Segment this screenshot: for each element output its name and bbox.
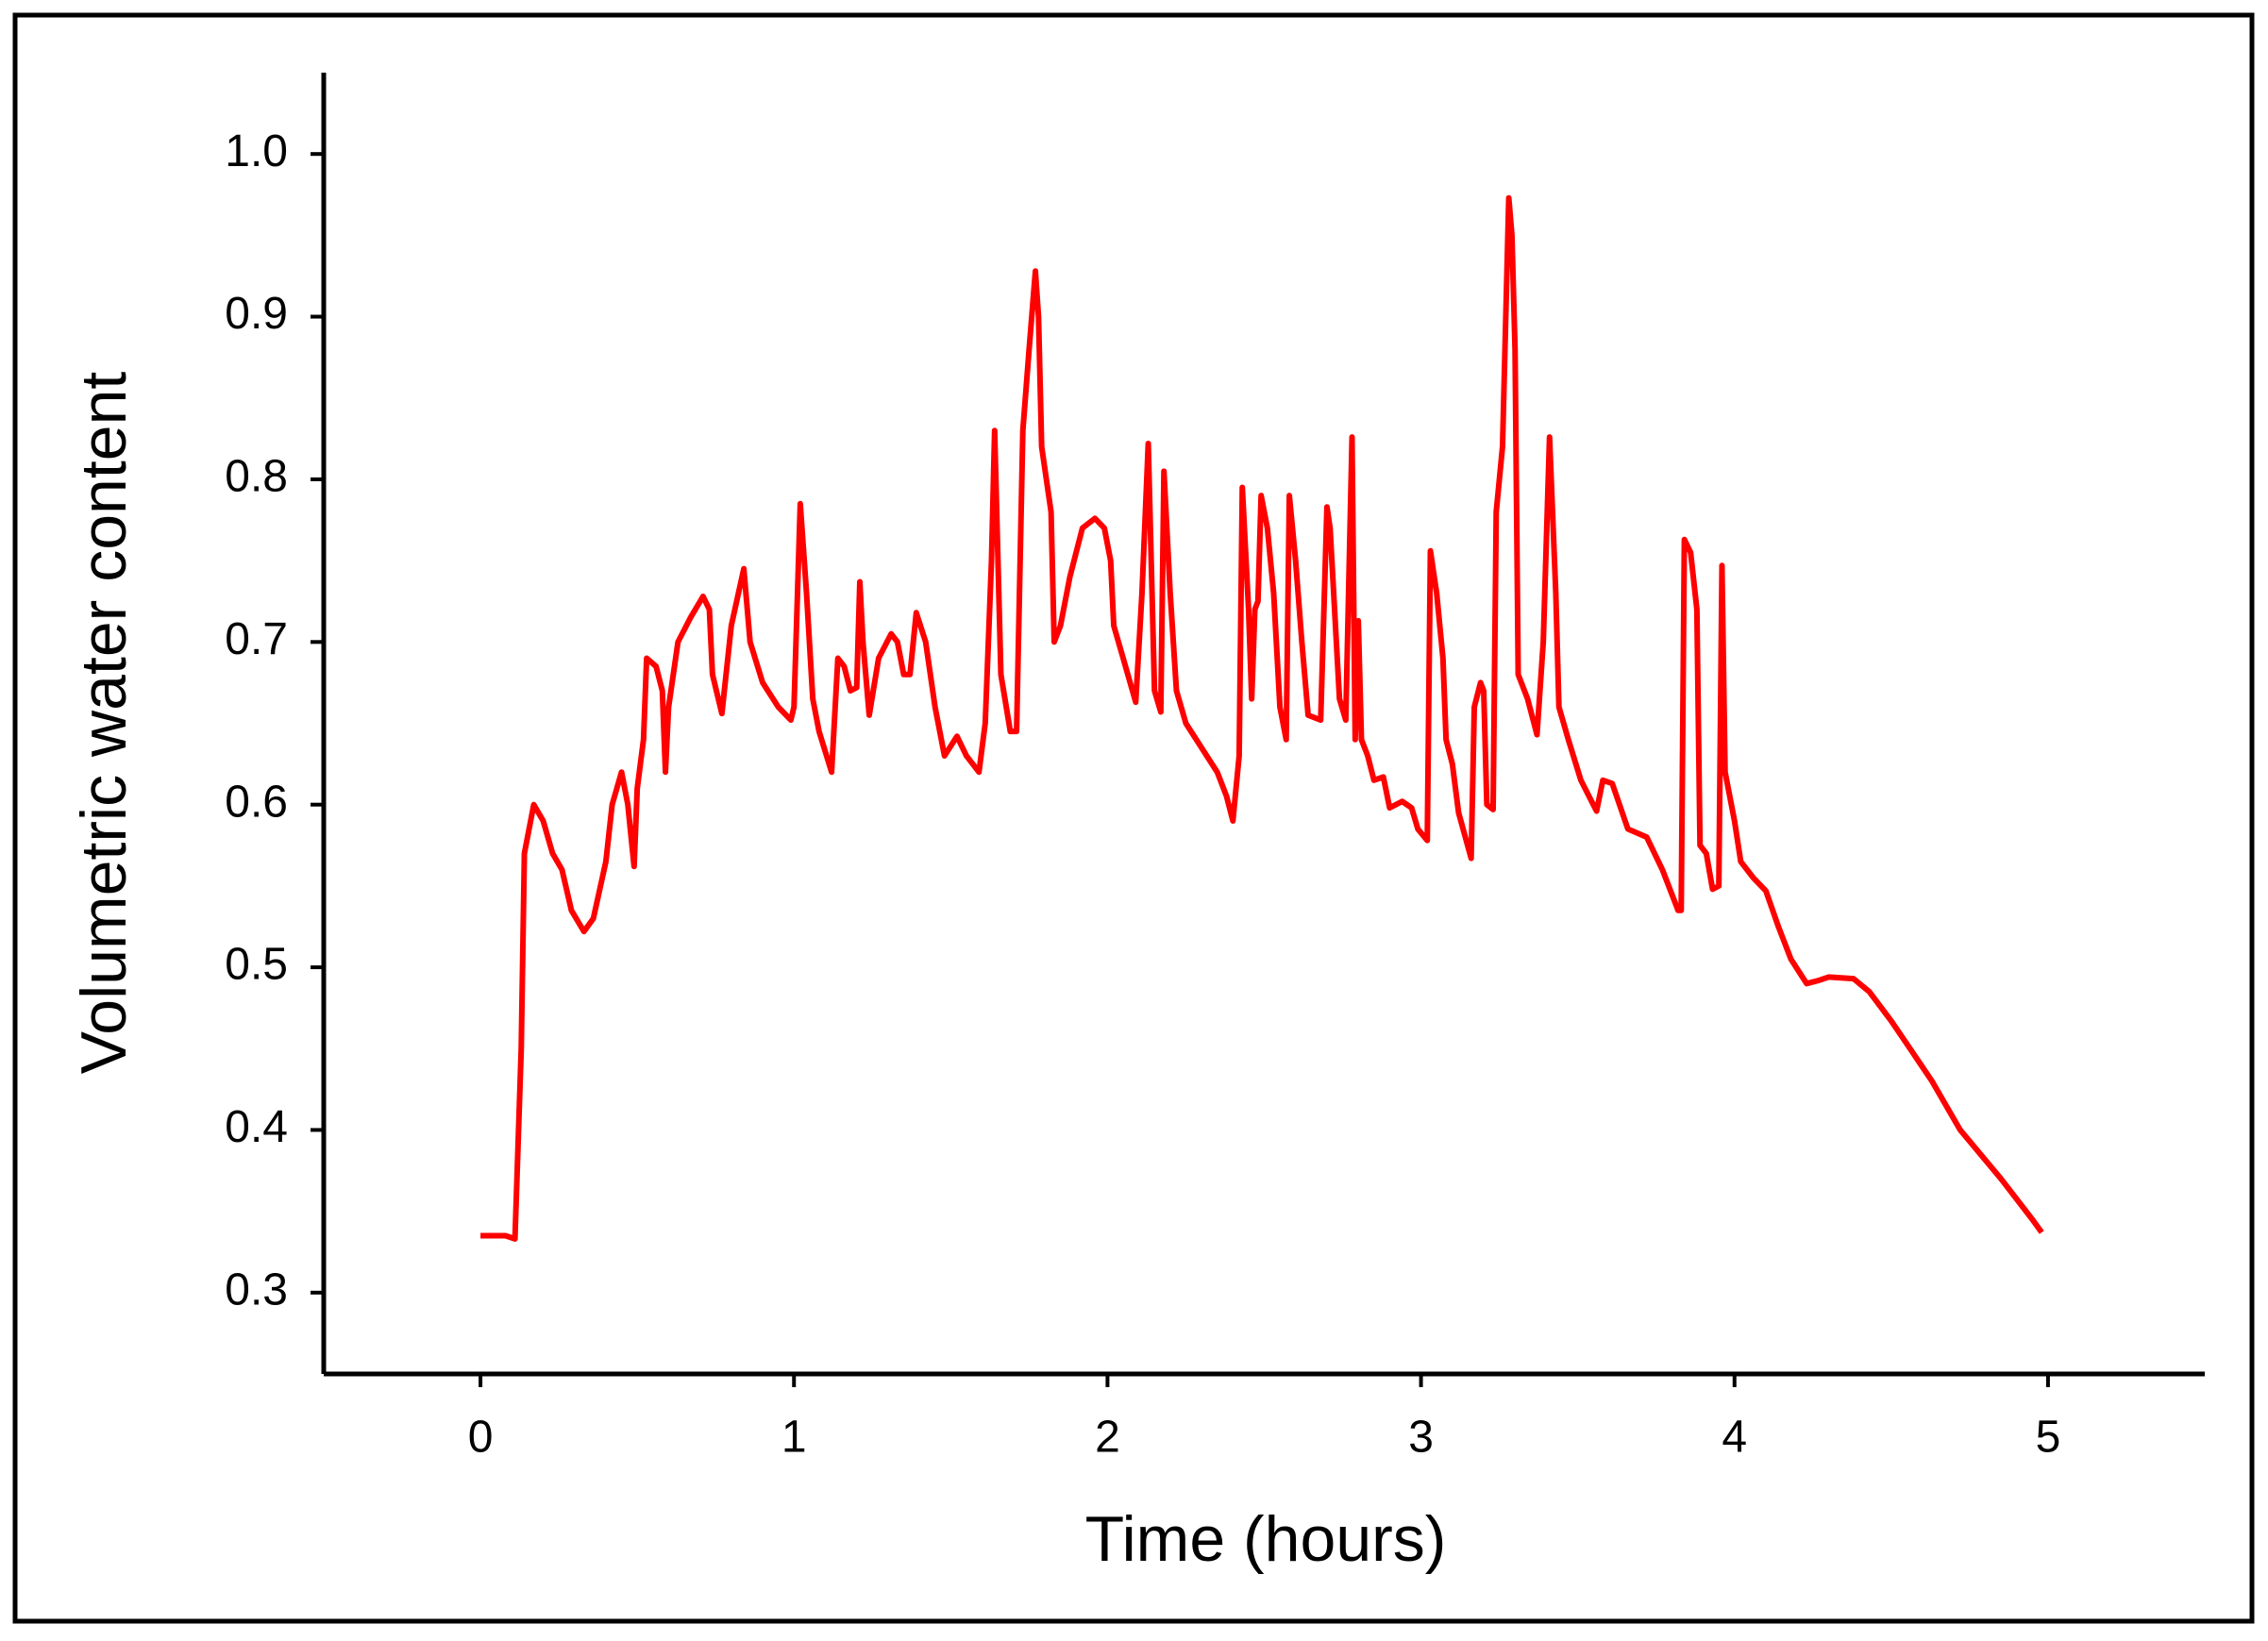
y-tick-label: 0.3 xyxy=(225,1264,288,1314)
y-tick-label: 0.4 xyxy=(225,1102,288,1152)
x-axis-label: Time (hours) xyxy=(1085,1503,1447,1575)
x-tick-label: 5 xyxy=(2036,1413,2061,1463)
y-tick-label: 0.7 xyxy=(225,614,288,664)
x-tick-label: 2 xyxy=(1095,1413,1120,1463)
x-tick-label: 3 xyxy=(1408,1413,1434,1463)
frame xyxy=(12,12,2255,1624)
y-tick-label: 0.8 xyxy=(225,452,288,502)
y-tick-label: 0.5 xyxy=(225,940,288,990)
x-tick-label: 0 xyxy=(468,1413,494,1463)
data-line xyxy=(480,194,2044,1242)
y-axis-label: Volumetric water content xyxy=(68,372,140,1075)
y-tick-label: 1.0 xyxy=(225,126,288,176)
x-tick-label: 4 xyxy=(1722,1413,1747,1463)
y-tick-label: 0.6 xyxy=(225,777,288,827)
y-tick-label: 0.9 xyxy=(225,289,288,339)
x-tick-label: 1 xyxy=(781,1413,807,1463)
